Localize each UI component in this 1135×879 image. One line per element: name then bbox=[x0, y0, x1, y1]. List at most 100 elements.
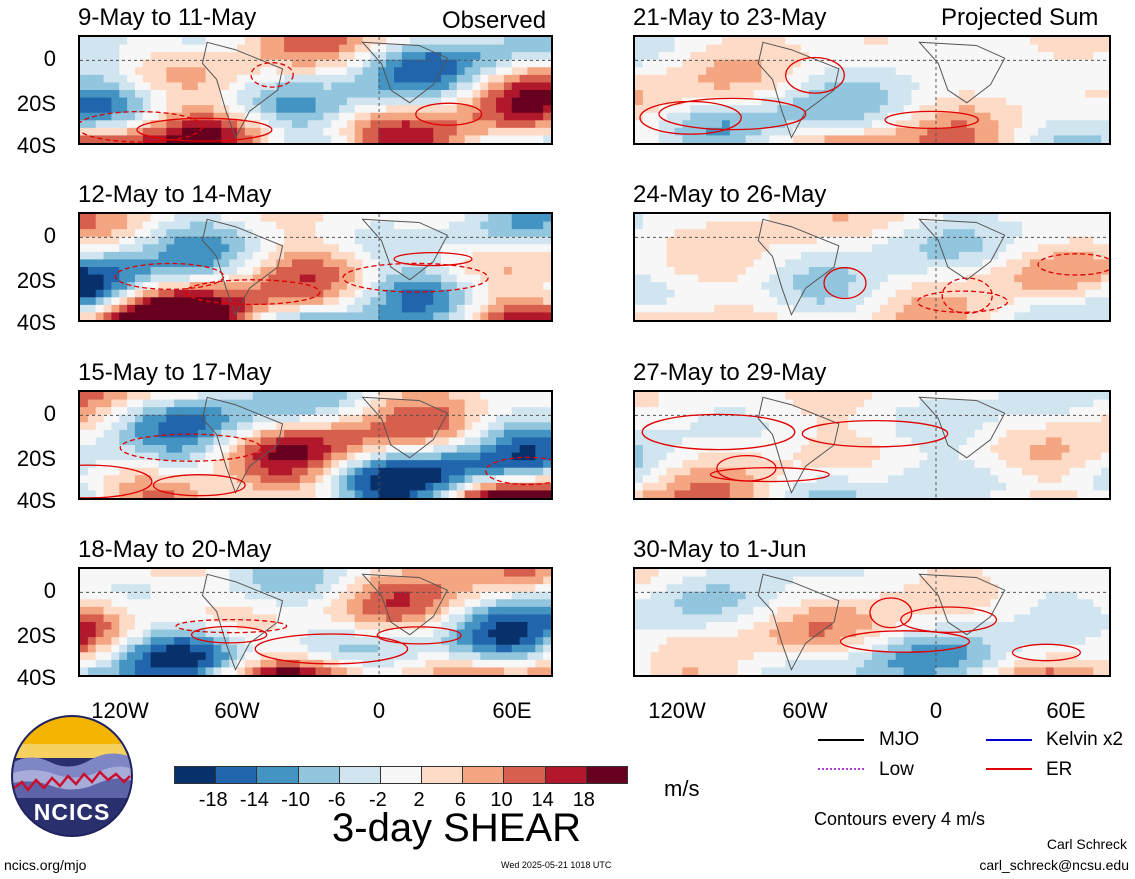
shear-cell bbox=[127, 475, 136, 484]
shear-cell bbox=[721, 120, 731, 129]
shear-cell bbox=[111, 437, 120, 446]
shear-cell bbox=[394, 214, 403, 223]
shear-cell bbox=[1101, 44, 1109, 53]
shear-cell bbox=[150, 82, 160, 91]
shear-cell bbox=[394, 490, 403, 498]
shear-cell bbox=[315, 304, 324, 314]
shear-cell bbox=[268, 251, 277, 261]
shear-cell bbox=[935, 127, 944, 137]
shear-cell bbox=[323, 251, 332, 261]
shear-cell bbox=[221, 135, 230, 143]
shear-cell bbox=[456, 422, 466, 431]
shear-cell bbox=[362, 606, 372, 616]
shear-cell bbox=[284, 67, 293, 76]
shear-cell bbox=[745, 44, 755, 53]
shear-cell bbox=[1030, 74, 1039, 84]
shear-cell bbox=[80, 282, 89, 291]
shear-cell bbox=[244, 312, 254, 320]
shear-cell bbox=[935, 105, 944, 114]
shear-cell bbox=[682, 120, 691, 129]
shear-cell bbox=[409, 622, 419, 631]
shear-cell bbox=[158, 569, 167, 578]
shear-cell bbox=[864, 105, 873, 114]
shear-cell bbox=[111, 214, 120, 223]
shear-cell bbox=[448, 584, 458, 593]
shear-cell bbox=[229, 429, 238, 439]
shear-cell bbox=[244, 82, 254, 91]
shear-cell bbox=[142, 606, 152, 616]
shear-cell bbox=[119, 267, 128, 276]
shear-cell bbox=[714, 90, 723, 99]
shear-cell bbox=[323, 67, 332, 76]
shear-cell bbox=[887, 82, 897, 91]
shear-cell bbox=[785, 229, 794, 238]
shear-cell bbox=[331, 105, 340, 114]
shear-cell bbox=[966, 52, 976, 61]
shear-cell bbox=[737, 67, 747, 76]
shear-cell bbox=[386, 584, 395, 593]
shear-cell bbox=[503, 467, 513, 476]
shear-cell bbox=[1022, 297, 1031, 306]
shear-cell bbox=[919, 274, 928, 283]
shear-cell bbox=[511, 475, 521, 484]
shear-cell bbox=[174, 304, 183, 314]
shear-cell bbox=[80, 644, 89, 653]
shear-cell bbox=[848, 282, 857, 291]
shear-cell bbox=[808, 52, 818, 61]
shear-cell bbox=[276, 614, 285, 623]
shear-cell bbox=[189, 289, 199, 298]
shear-cell bbox=[535, 97, 544, 106]
shear-cell bbox=[362, 437, 372, 446]
shear-cell bbox=[441, 667, 450, 675]
shear-cell bbox=[456, 659, 466, 669]
shear-cell bbox=[119, 37, 128, 46]
shear-cell bbox=[729, 297, 739, 306]
shear-cell bbox=[80, 452, 89, 461]
shear-cell bbox=[299, 312, 309, 320]
shear-cell bbox=[244, 392, 254, 401]
shear-cell bbox=[362, 74, 372, 84]
shear-cell bbox=[488, 467, 497, 476]
shear-cell bbox=[935, 244, 944, 253]
shear-cell bbox=[386, 236, 395, 245]
shear-cell bbox=[134, 267, 144, 276]
shear-cell bbox=[378, 591, 387, 600]
shear-cell bbox=[982, 236, 992, 245]
shear-cell bbox=[244, 422, 254, 431]
shear-cell bbox=[394, 304, 403, 314]
shear-cell bbox=[674, 52, 683, 61]
shear-cell bbox=[480, 59, 489, 68]
shear-cell bbox=[433, 429, 442, 439]
shear-cell bbox=[119, 652, 128, 661]
shear-cell bbox=[197, 606, 207, 616]
shear-cell bbox=[291, 214, 301, 223]
shear-cell bbox=[197, 59, 207, 68]
shear-cell bbox=[785, 105, 794, 114]
shear-cell bbox=[142, 392, 152, 401]
shear-cell bbox=[1022, 52, 1031, 61]
shear-cell bbox=[832, 229, 841, 238]
shear-cell bbox=[650, 90, 660, 99]
shear-cell bbox=[879, 105, 889, 114]
shear-cell bbox=[370, 429, 379, 439]
shear-cell bbox=[974, 289, 984, 298]
shear-cell bbox=[166, 274, 175, 283]
shear-cell bbox=[832, 297, 841, 306]
shear-cell bbox=[370, 259, 379, 268]
shear-cell bbox=[189, 629, 199, 638]
shear-cell bbox=[252, 52, 262, 61]
shear-cell bbox=[339, 452, 348, 461]
shear-cell bbox=[737, 274, 747, 283]
shear-cell bbox=[927, 37, 936, 46]
shear-cell bbox=[503, 312, 513, 320]
shear-cell bbox=[291, 82, 301, 91]
shear-cell bbox=[472, 490, 481, 498]
shear-cell bbox=[927, 97, 936, 106]
shear-cell bbox=[213, 105, 222, 114]
shear-cell bbox=[354, 251, 364, 261]
shear-cell bbox=[1101, 127, 1109, 137]
shear-cell bbox=[911, 127, 920, 137]
shear-cell bbox=[409, 214, 419, 223]
shear-cell bbox=[103, 392, 112, 401]
shear-cell bbox=[433, 97, 442, 106]
